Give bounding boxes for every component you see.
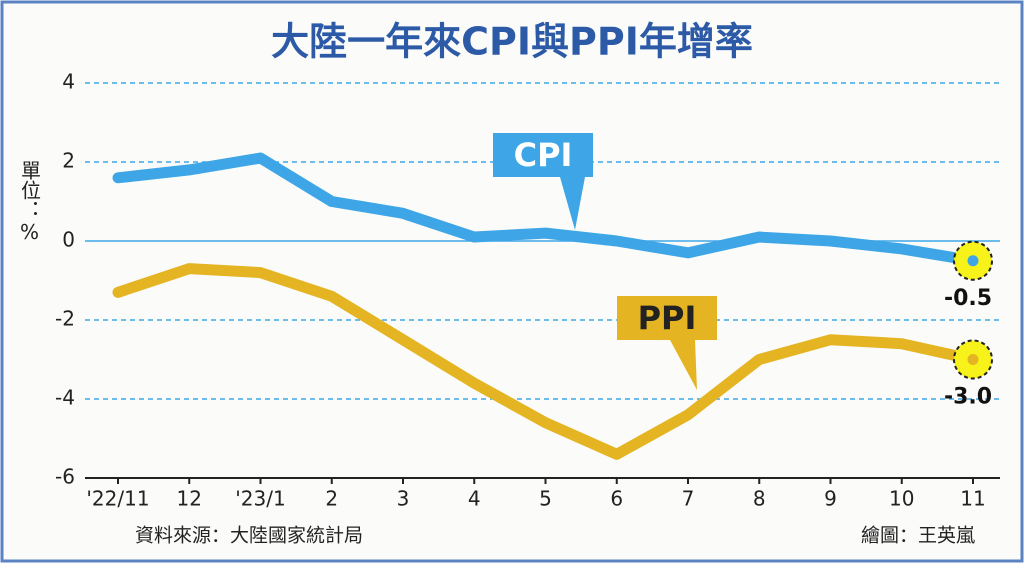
legend-label: CPI [514,136,573,174]
data-label: -0.5 [944,286,992,311]
series-line [112,152,979,267]
y-tick-label: -4 [55,386,75,410]
y-axis-label: 單位：% [18,160,42,244]
callout-tail [670,340,697,390]
callout-box [493,133,593,177]
x-tick-label: '22/11 [86,487,149,511]
x-tick-label: 9 [824,487,837,511]
x-tick-label: 8 [753,487,766,511]
credit: 繪圖：王英嵐 [861,525,975,547]
x-tick-label: 7 [682,487,695,511]
legend-label: PPI [638,299,697,337]
y-tick-label: 4 [62,70,75,94]
y-tick-label: -2 [55,307,75,331]
x-tick-label: 2 [325,487,338,511]
x-tick-label: 4 [468,487,481,511]
data-label: -3.0 [944,385,992,410]
series-line [112,263,979,460]
callout-tail [560,177,585,230]
y-tick-label: -6 [55,465,75,489]
x-tick-label: 5 [539,487,552,511]
chart-title: 大陸一年來CPI與PPI年增率 [271,20,753,64]
x-tick-label: 10 [889,487,914,511]
x-tick-label: '23/1 [235,487,285,511]
callout-box [617,296,717,340]
end-point [967,255,979,267]
source: 資料來源：大陸國家統計局 [135,525,363,547]
x-tick-label: 12 [177,487,202,511]
y-tick-label: 2 [62,149,75,173]
x-tick-label: 6 [610,487,623,511]
end-point [967,354,979,365]
x-tick-label: 11 [960,487,985,511]
x-tick-label: 3 [397,487,410,511]
y-tick-label: 0 [62,228,75,252]
